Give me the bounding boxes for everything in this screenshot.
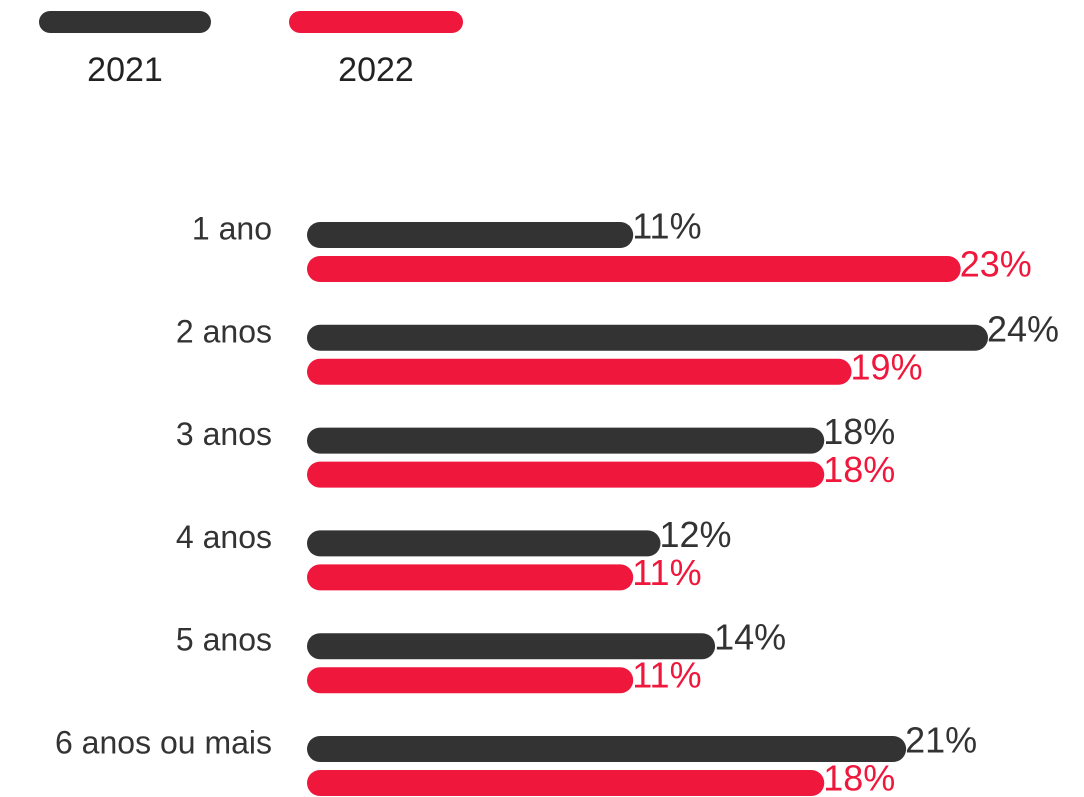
legend-label: 2022 [338,51,414,89]
value-label: 11% [632,552,701,593]
category-label: 4 anos [176,519,272,555]
category-label: 3 anos [176,416,272,452]
category-label: 5 anos [176,622,272,658]
value-label: 14% [714,617,786,658]
value-label: 24% [987,308,1059,349]
value-label: 12% [660,514,732,555]
value-label: 18% [823,411,895,452]
value-label: 23% [960,244,1032,285]
value-label: 11% [632,206,701,247]
category-label: 1 ano [192,210,272,246]
category-label: 2 anos [176,313,272,349]
value-label: 19% [851,346,923,387]
category-label: 6 anos ou mais [55,724,272,760]
value-label: 21% [905,720,977,761]
value-label: 18% [823,449,895,490]
value-label: 18% [823,758,895,797]
legend-label: 2021 [87,51,163,89]
value-label: 11% [632,655,701,696]
